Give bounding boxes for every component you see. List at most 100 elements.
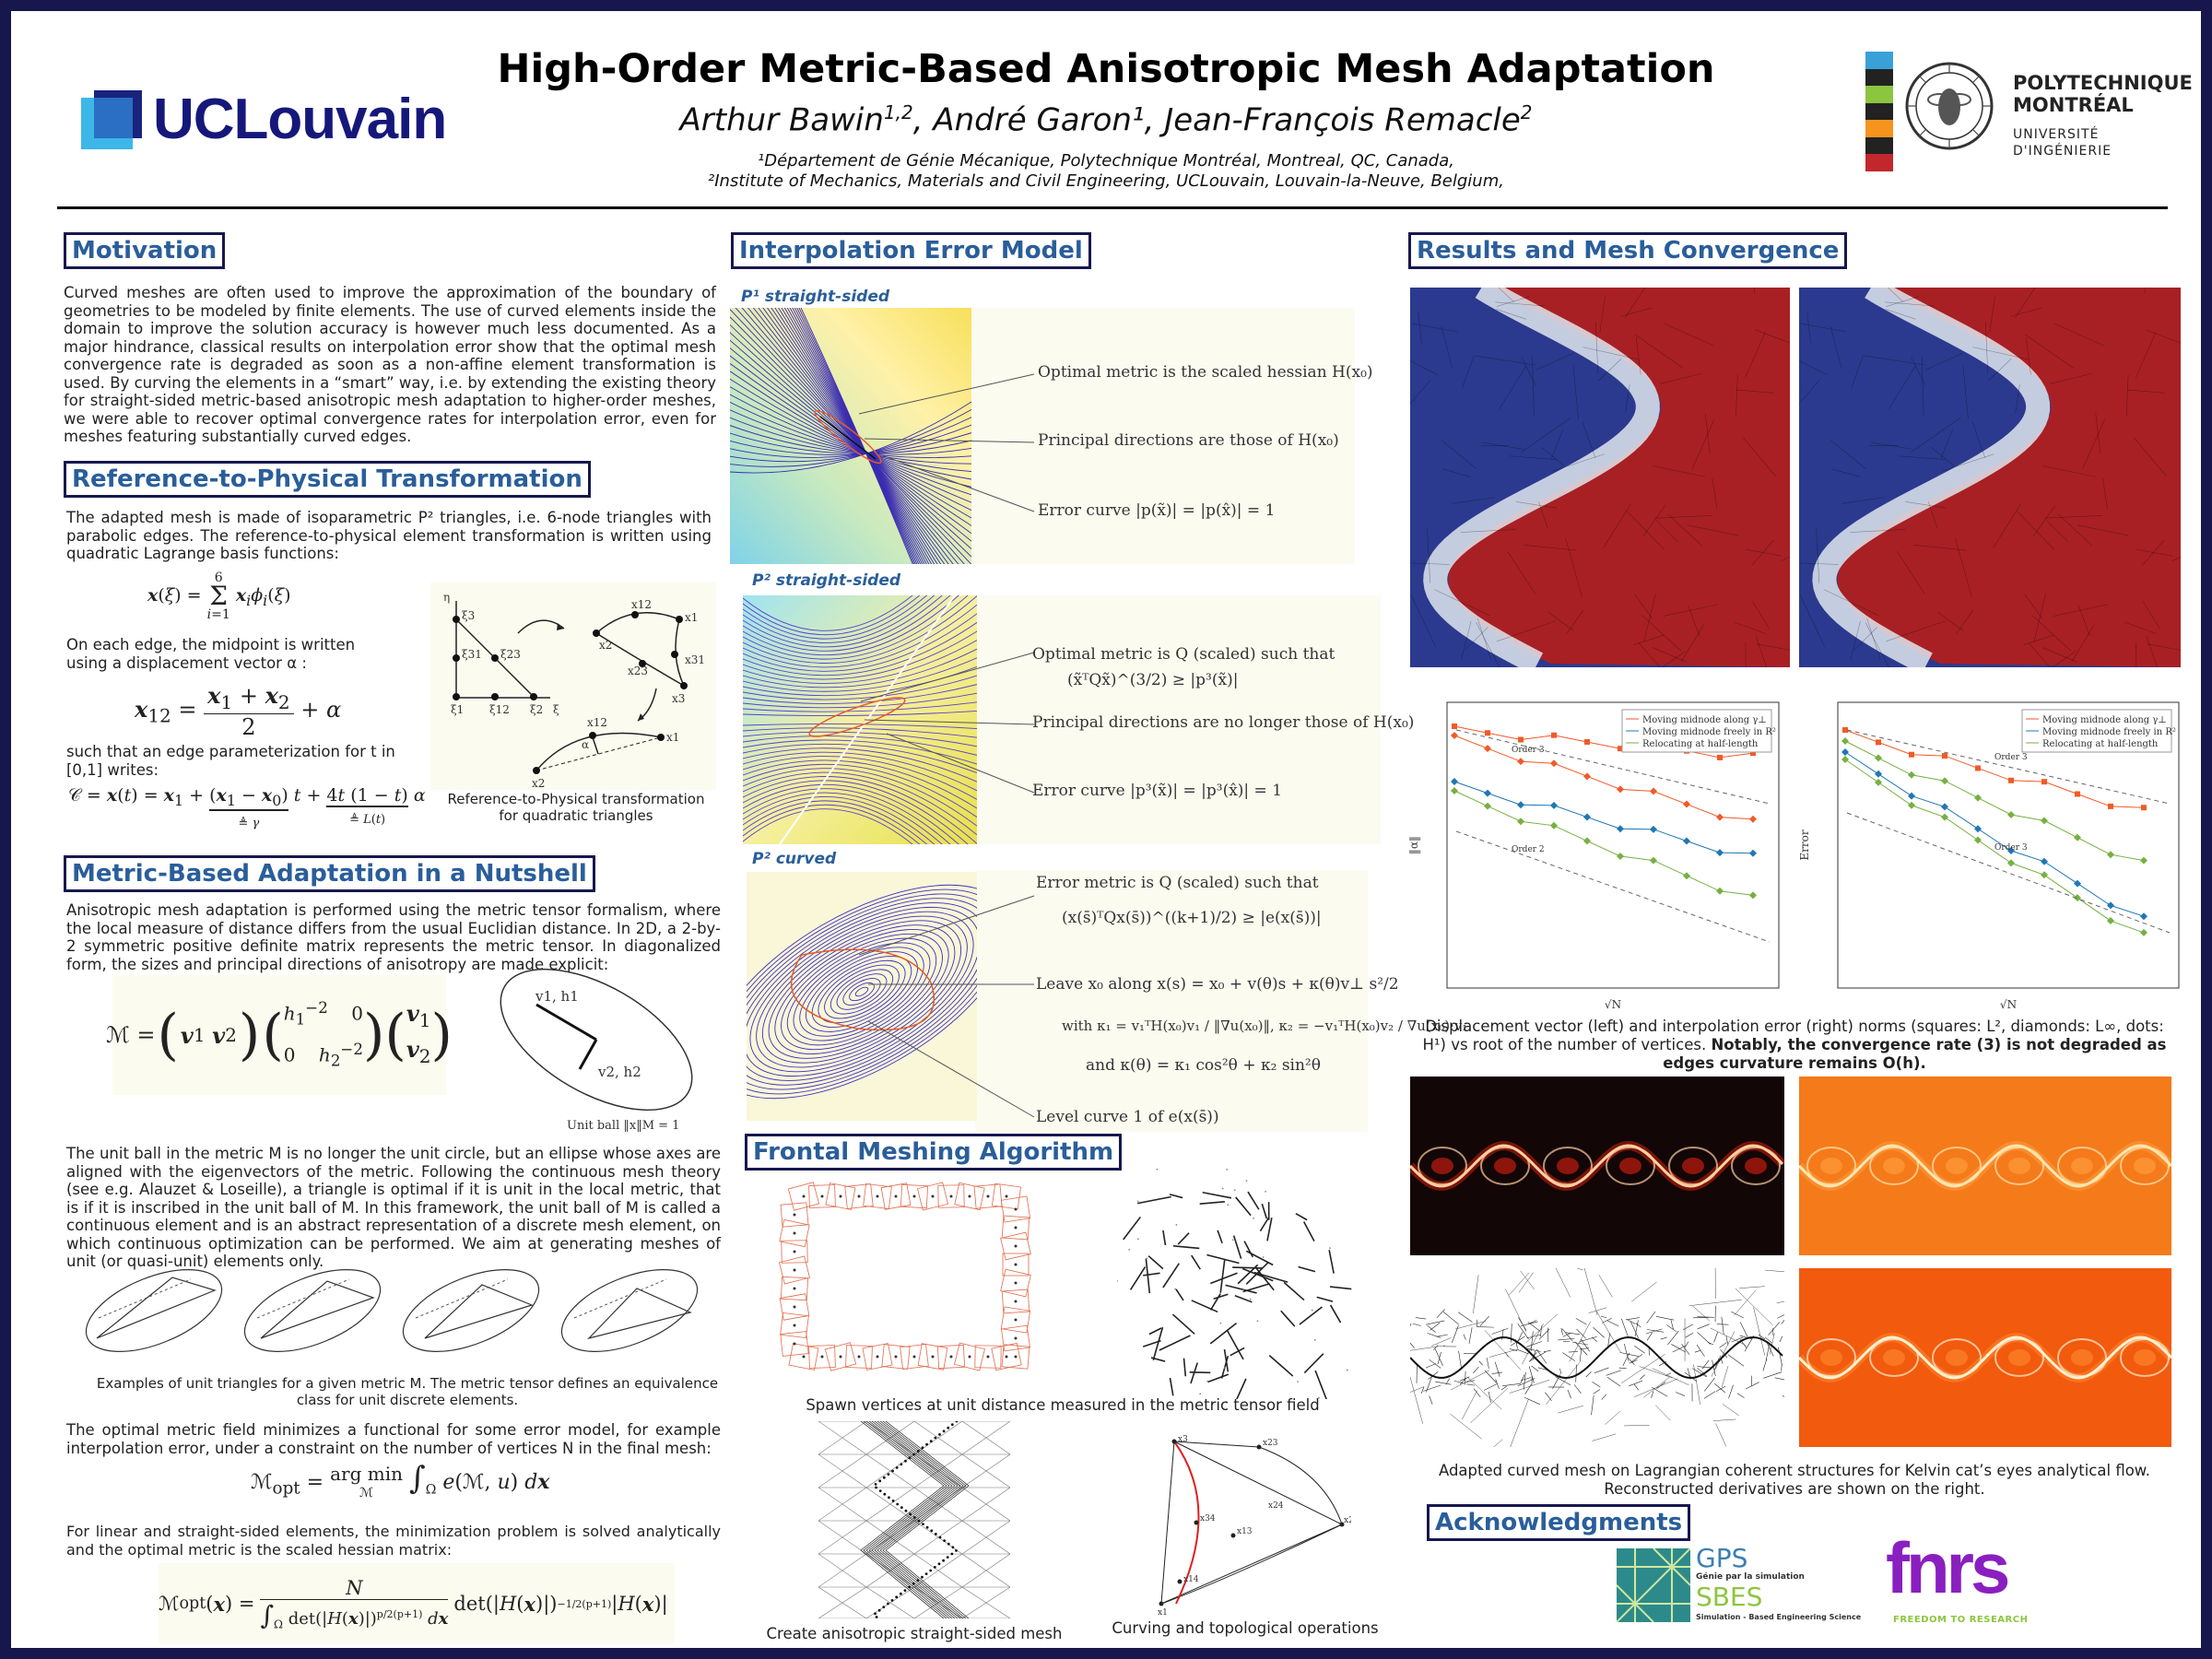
mesh-edge	[1715, 1423, 1727, 1447]
mesh-vertex	[943, 1539, 947, 1542]
polytechnique-logo: POLYTECHNIQUE MONTRÉAL UNIVERSITÉ D'INGÉ…	[1865, 52, 2193, 181]
metric-box	[991, 1342, 1022, 1371]
mesh-vertex	[891, 1469, 894, 1473]
spawned-edge	[1253, 1271, 1288, 1283]
logo-color-segment	[1865, 120, 1893, 138]
chart-point	[2041, 817, 2048, 825]
svg-text:ξ1: ξ1	[451, 703, 464, 716]
mesh-edge	[1524, 1397, 1540, 1405]
mesh-vertex	[1346, 1369, 1348, 1371]
poster: UCLouvain High-Order Metric-Based Anisot…	[11, 11, 2201, 1648]
mesh-edge	[1870, 441, 1913, 450]
spawned-edge	[1217, 1230, 1223, 1244]
mesh-edge	[1572, 366, 1579, 419]
mesh-edge	[2029, 642, 2051, 667]
mesh-edge	[1520, 1270, 1535, 1290]
mesh-edge	[2023, 634, 2054, 646]
spawned-edge	[1177, 1232, 1190, 1245]
mesh-vertex	[934, 1533, 937, 1535]
mesh-edge	[1851, 355, 1864, 389]
chart-legend	[2021, 709, 2172, 753]
logo-text-4: D'INGÉNIERIE	[2013, 144, 2112, 159]
mesh-edge	[1434, 1348, 1443, 1366]
metric-functional-text: The optimal metric field minimizes a fun…	[66, 1421, 721, 1457]
mesh-edge	[1684, 1371, 1698, 1382]
ref2phys-figure: η ξ3 ξ31 ξ23 ξ1 ξ12 ξ2 ξ x12 x1 x2 x23 x31 x3 x2 x…	[430, 582, 716, 790]
mesh-edge	[1911, 357, 1926, 386]
mesh-edge	[1628, 1358, 1635, 1365]
spawned-edge	[1145, 1258, 1151, 1294]
mesh-edge	[1571, 1341, 1588, 1346]
spawned-edge	[1209, 1293, 1221, 1311]
mesh-vertex	[900, 1463, 903, 1466]
mesh-edge	[1509, 1380, 1549, 1394]
mesh-edge	[1989, 296, 1995, 333]
contour-line	[783, 308, 925, 564]
svg-text:x13: x13	[1237, 1527, 1253, 1536]
mesh-vertex	[1311, 1309, 1313, 1312]
mesh-vertex	[1156, 1169, 1159, 1171]
metric-box	[780, 1312, 809, 1339]
mesh-edge	[865, 1553, 915, 1588]
metric-box	[954, 1342, 985, 1371]
kelvin-derivative-field-2	[1799, 1268, 2171, 1447]
spawned-edge	[1330, 1286, 1352, 1290]
mesh-vertex	[929, 1440, 933, 1442]
refined-mesh-band	[868, 1421, 953, 1618]
contour-line	[743, 763, 977, 818]
mesh-vertex	[934, 1436, 937, 1440]
metric-linear-text: For linear and straight-sided elements, …	[66, 1523, 721, 1559]
uclouvain-wordmark: UCLouvain	[153, 88, 447, 151]
mesh-edge	[1526, 1347, 1541, 1352]
mesh-edge	[2052, 651, 2077, 667]
chart-point	[2041, 779, 2047, 785]
results-caption: Displacement vector (left) and interpola…	[1412, 1018, 2177, 1073]
mesh-vertex	[1224, 1367, 1226, 1369]
mesh-edge	[1629, 1380, 1642, 1387]
mesh-edge	[1940, 429, 1953, 459]
mesh-edge	[1731, 1311, 1744, 1319]
mesh-edge	[1662, 651, 1686, 667]
mesh-edge	[1681, 1344, 1690, 1355]
mesh-vertex	[950, 1552, 954, 1556]
mesh-edge	[1722, 1404, 1739, 1416]
mesh-edge	[1507, 551, 1536, 594]
chart-point	[1941, 777, 1948, 785]
gps-sbes-logo: GPS Génie par la simulation SBES Simulat…	[1617, 1543, 1861, 1631]
unit-triangle-axis	[98, 1278, 192, 1319]
mesh-field-right	[1799, 288, 2181, 667]
spawned-edge	[1182, 1358, 1187, 1377]
chart-ylabel: ‖α‖	[1407, 836, 1420, 854]
mesh-edge	[1899, 455, 1947, 460]
contour-line	[743, 776, 977, 844]
mesh-edge	[1768, 1322, 1781, 1335]
contour-line	[743, 595, 969, 660]
chart-point	[2107, 917, 2114, 925]
field-region	[1448, 288, 1790, 667]
mesh-vertex	[933, 1566, 936, 1569]
logo-color-segment	[1865, 52, 1893, 70]
affiliation-1: ¹Département de Génie Mécanique, Polytec…	[758, 151, 1454, 171]
metric-box	[780, 1202, 809, 1228]
mesh-edge	[1931, 447, 1954, 466]
mesh-vertex	[793, 1268, 796, 1272]
mesh-vertex	[946, 1556, 949, 1559]
vortex-core	[2134, 1158, 2156, 1174]
mesh-edge	[1652, 1368, 1689, 1385]
mesh-vertex	[895, 1595, 899, 1599]
mesh-edge	[1466, 1376, 1502, 1410]
mesh-edge	[1454, 1321, 1487, 1330]
mesh-vertex	[894, 1194, 898, 1198]
metric-box	[1001, 1288, 1030, 1314]
mesh-edge	[2057, 513, 2093, 547]
mesh-edge	[1905, 500, 1947, 509]
mesh-edge	[913, 1553, 963, 1588]
mesh-edge	[1660, 1336, 1667, 1340]
chart-point	[1451, 787, 1458, 794]
p2s-figure-panel	[975, 595, 1381, 844]
chart-series-line	[1453, 781, 1754, 854]
mesh-edge	[1593, 1389, 1601, 1394]
chart-point	[2107, 851, 2114, 859]
mesh-edge	[1670, 1319, 1674, 1330]
